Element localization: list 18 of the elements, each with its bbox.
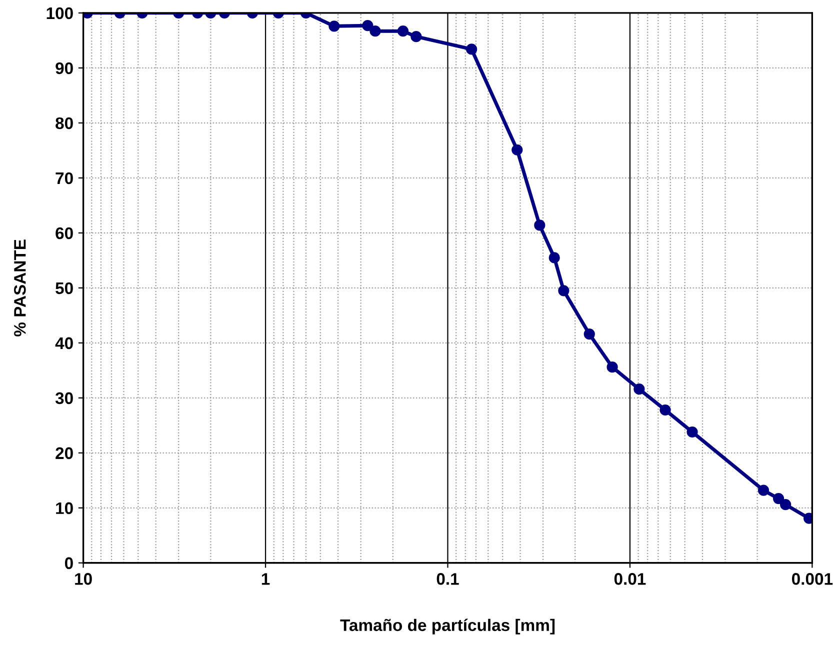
y-tick-label: 40 xyxy=(55,337,73,350)
x-tick-label: 0.1 xyxy=(436,573,459,585)
y-tick-label: 90 xyxy=(56,62,73,74)
y-tick-label: 80 xyxy=(56,117,73,130)
y-tick-label: 30 xyxy=(55,392,73,404)
x-tick-label: 0.001 xyxy=(792,573,833,585)
x-tick-label: 1 xyxy=(262,573,270,585)
y-tick-label: 100 xyxy=(46,7,73,20)
y-tick-label: 0 xyxy=(64,557,73,570)
y-tick-label: 70 xyxy=(56,172,73,184)
x-axis-title: Tamaño de partículas [mm] xyxy=(340,618,555,634)
x-tick-label: 0.01 xyxy=(614,573,646,585)
x-tick-label: 10 xyxy=(75,573,92,585)
y-tick-label: 60 xyxy=(56,227,73,240)
y-tick-label: 10 xyxy=(56,502,73,514)
y-tick-label: 20 xyxy=(56,447,73,460)
y-axis-title: % PASANTE xyxy=(14,240,26,336)
y-tick-label: 50 xyxy=(56,282,73,294)
